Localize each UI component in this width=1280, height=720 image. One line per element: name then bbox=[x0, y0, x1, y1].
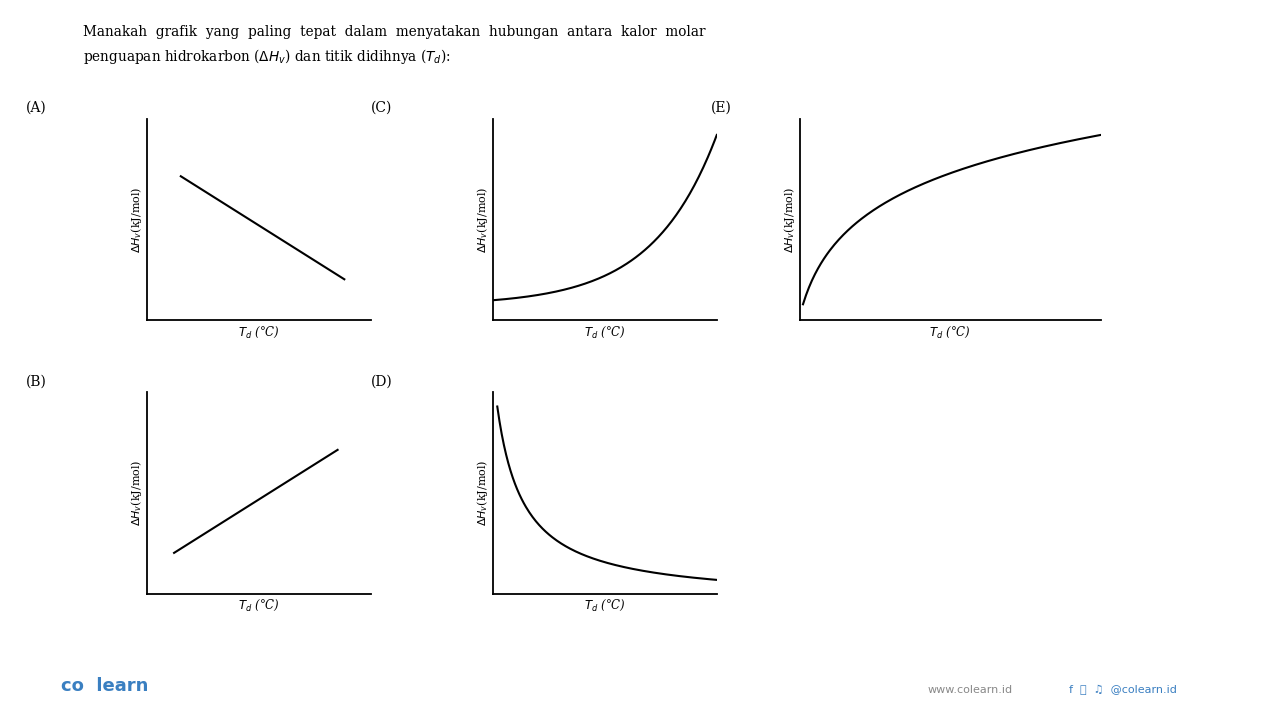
Text: co  learn: co learn bbox=[61, 677, 148, 695]
Text: Manakah  grafik  yang  paling  tepat  dalam  menyatakan  hubungan  antara  kalor: Manakah grafik yang paling tepat dalam m… bbox=[83, 25, 705, 39]
Y-axis label: $\Delta H_v$(kJ/mol): $\Delta H_v$(kJ/mol) bbox=[782, 186, 797, 253]
Text: f  ⓞ  ♫  @colearn.id: f ⓞ ♫ @colearn.id bbox=[1069, 685, 1176, 695]
X-axis label: $T_d$ (°C): $T_d$ (°C) bbox=[238, 325, 280, 340]
X-axis label: $T_d$ (°C): $T_d$ (°C) bbox=[929, 325, 972, 340]
X-axis label: $T_d$ (°C): $T_d$ (°C) bbox=[238, 598, 280, 613]
Text: (C): (C) bbox=[371, 101, 393, 114]
Text: penguapan hidrokarbon ($\Delta H_v$) dan titik didihnya ($T_d$):: penguapan hidrokarbon ($\Delta H_v$) dan… bbox=[83, 47, 451, 66]
Text: www.colearn.id: www.colearn.id bbox=[928, 685, 1014, 695]
Y-axis label: $\Delta H_v$(kJ/mol): $\Delta H_v$(kJ/mol) bbox=[475, 186, 490, 253]
X-axis label: $T_d$ (°C): $T_d$ (°C) bbox=[584, 598, 626, 613]
X-axis label: $T_d$ (°C): $T_d$ (°C) bbox=[584, 325, 626, 340]
Text: (B): (B) bbox=[26, 374, 46, 388]
Y-axis label: $\Delta H_v$(kJ/mol): $\Delta H_v$(kJ/mol) bbox=[129, 460, 145, 526]
Y-axis label: $\Delta H_v$(kJ/mol): $\Delta H_v$(kJ/mol) bbox=[475, 460, 490, 526]
Text: (A): (A) bbox=[26, 101, 46, 114]
Text: (D): (D) bbox=[371, 374, 393, 388]
Text: (E): (E) bbox=[710, 101, 731, 114]
Y-axis label: $\Delta H_v$(kJ/mol): $\Delta H_v$(kJ/mol) bbox=[129, 186, 145, 253]
